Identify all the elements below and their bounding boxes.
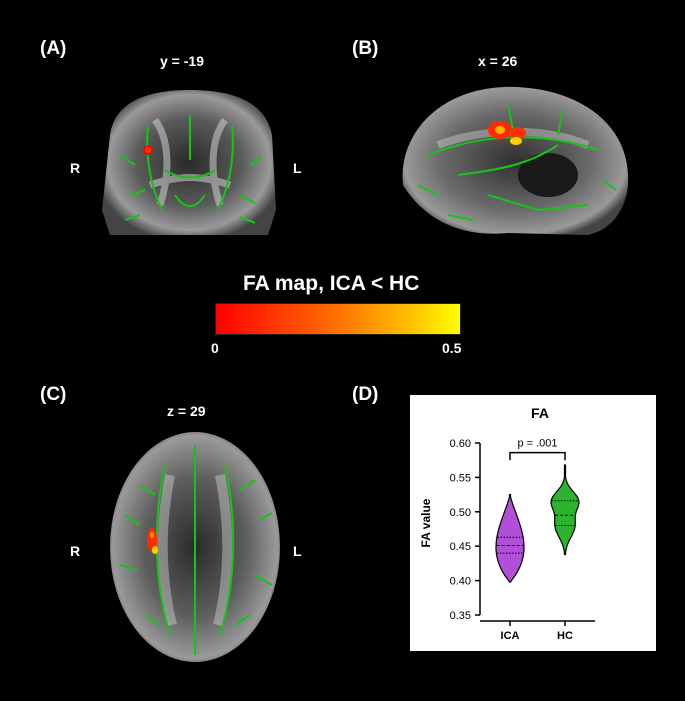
- y-tick-label: 0.35: [450, 610, 471, 622]
- brain-coronal-image: [102, 90, 276, 235]
- brain-sagittal-image: [402, 86, 629, 235]
- slice-c-label: z = 29: [167, 403, 206, 419]
- x-tick-label: HC: [557, 630, 573, 642]
- x-tick-label: ICA: [501, 630, 520, 642]
- y-ticks: 0.35 0.40 0.45 0.50 0.55 0.60: [450, 438, 480, 622]
- y-axis-label: FA value: [419, 498, 433, 547]
- violin-ica: [495, 494, 525, 583]
- significance-bracket: p = .001: [509, 438, 566, 461]
- panel-c-label: (C): [40, 384, 67, 405]
- y-tick-label: 0.55: [450, 472, 471, 484]
- slice-a-label: y = -19: [160, 53, 204, 69]
- brain-axial-image: [110, 432, 280, 662]
- colorbar-title: FA map, ICA < HC: [243, 272, 420, 295]
- slice-b-label: x = 26: [478, 53, 518, 69]
- violin-plot-panel: FA FA value 0.35 0.40 0.45 0.50 0.55 0.60 ICA…: [410, 395, 656, 651]
- chart-title: FA: [531, 405, 549, 421]
- orient-a-left: R: [70, 160, 81, 176]
- colorbar: [215, 303, 461, 335]
- y-tick-label: 0.60: [450, 438, 471, 450]
- x-ticks: ICA HC: [501, 621, 573, 642]
- panel-b-label: (B): [352, 38, 379, 59]
- y-tick-label: 0.45: [450, 541, 471, 553]
- colorbar-min-label: 0: [211, 340, 219, 356]
- violin-chart: FA FA value 0.35 0.40 0.45 0.50 0.55 0.60 ICA…: [419, 405, 595, 642]
- orient-c-right: L: [293, 543, 302, 559]
- y-tick-label: 0.50: [450, 507, 471, 519]
- panel-a-label: (A): [40, 38, 67, 59]
- orient-a-right: L: [293, 160, 302, 176]
- panel-d-label: (D): [352, 384, 379, 405]
- orient-c-left: R: [70, 543, 81, 559]
- colorbar-max-label: 0.5: [442, 340, 462, 356]
- violins: [495, 464, 580, 583]
- p-value-annotation: p = .001: [517, 438, 557, 450]
- violin-hc: [550, 464, 580, 556]
- y-tick-label: 0.40: [450, 576, 471, 588]
